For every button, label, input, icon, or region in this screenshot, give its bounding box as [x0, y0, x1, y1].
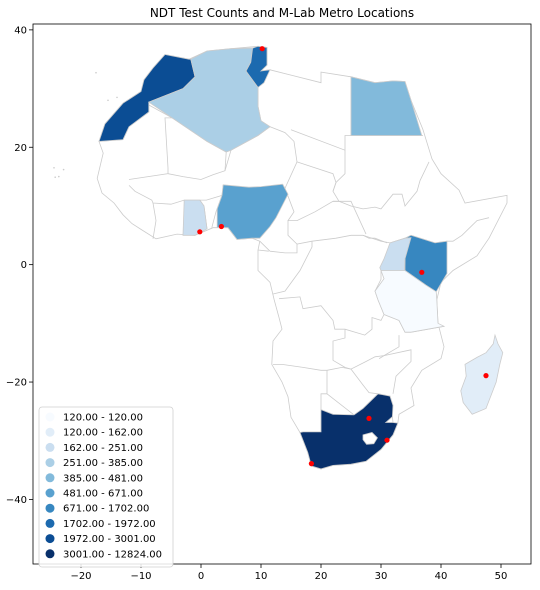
legend-swatch: [45, 534, 55, 544]
legend-swatch: [45, 442, 55, 452]
country-border: [128, 104, 173, 180]
legend-swatch: [45, 427, 55, 437]
x-tick-label: 40: [435, 571, 448, 582]
x-tick-label: 0: [198, 571, 204, 582]
legend-box: [38, 406, 174, 568]
legend-swatch: [45, 488, 55, 498]
legend-swatch: [45, 412, 55, 422]
metro-marker: [384, 437, 390, 443]
legend-entry: 162.00 - 251.00: [63, 443, 143, 454]
legend-entry: 1702.00 - 1972.00: [63, 519, 156, 530]
legend-entry: 120.00 - 120.00: [63, 413, 143, 424]
country-border: [152, 202, 157, 239]
metro-marker: [218, 223, 224, 230]
x-tick-label: 50: [495, 571, 508, 582]
metro-marker: [259, 46, 265, 52]
legend-swatch: [45, 503, 55, 513]
country-border: [128, 184, 224, 205]
chart-title: NDT Test Counts and M-Lab Metro Location…: [150, 6, 414, 20]
legend-swatch: [45, 473, 55, 483]
island: [95, 71, 97, 74]
island: [107, 99, 109, 102]
country-border: [296, 161, 337, 192]
x-axis: −20 −10 0 10 20 30 40 50: [70, 564, 507, 582]
island: [58, 175, 60, 178]
x-tick-label: 20: [315, 571, 328, 582]
uganda-region: [379, 237, 412, 271]
island: [53, 167, 55, 169]
ghana-region: [182, 199, 208, 236]
island: [62, 168, 65, 171]
metro-marker: [308, 461, 314, 467]
metro-marker: [483, 373, 489, 379]
tanzania-region: [374, 270, 446, 333]
legend-swatch: [45, 518, 55, 528]
country-border: [362, 161, 430, 210]
country-border: [378, 349, 412, 394]
metro-marker: [419, 269, 425, 275]
madagascar-region: [460, 333, 504, 415]
country-border: [333, 200, 367, 235]
x-tick-label: 30: [375, 571, 388, 582]
y-axis: 40 20 0 −20 −40: [6, 25, 33, 506]
choropleth-regions: [98, 45, 504, 470]
lesotho-region: [362, 432, 378, 445]
legend-entry: 120.00 - 162.00: [63, 428, 143, 439]
country-border: [272, 241, 313, 295]
morocco-region: [98, 54, 196, 142]
south-africa-region: [299, 393, 399, 470]
country-border: [257, 249, 269, 252]
nigeria-region: [216, 183, 289, 240]
x-tick-label: −10: [130, 571, 151, 582]
egypt-region: [350, 76, 423, 136]
legend-entry: 251.00 - 385.00: [63, 458, 143, 469]
y-tick-label: 0: [21, 260, 27, 271]
y-tick-label: 20: [14, 143, 27, 154]
island: [116, 96, 118, 99]
island: [54, 176, 56, 178]
legend: 120.00 - 120.00 120.00 - 162.00 162.00 - 2…: [38, 406, 174, 568]
plot-frame: [32, 23, 532, 565]
legend-entry: 1972.00 - 3001.00: [63, 534, 156, 545]
country-border: [273, 364, 322, 371]
legend-entry: 385.00 - 481.00: [63, 473, 143, 484]
country-border: [287, 220, 298, 245]
x-tick-label: 10: [255, 571, 268, 582]
country-border: [362, 234, 388, 244]
legend-entry: 671.00 - 1702.00: [63, 504, 149, 515]
legend-swatch: [45, 549, 55, 559]
legend-entry: 3001.00 - 12824.00: [63, 549, 162, 560]
y-tick-label: 40: [14, 25, 27, 36]
legend-swatch: [45, 458, 55, 468]
metro-marker: [366, 415, 372, 421]
metro-marker: [197, 229, 203, 235]
legend-entry: 481.00 - 671.00: [63, 489, 143, 500]
x-tick-label: −20: [70, 571, 91, 582]
y-tick-label: −20: [6, 378, 27, 389]
metro-markers: [197, 46, 489, 467]
y-tick-label: −40: [6, 495, 27, 506]
